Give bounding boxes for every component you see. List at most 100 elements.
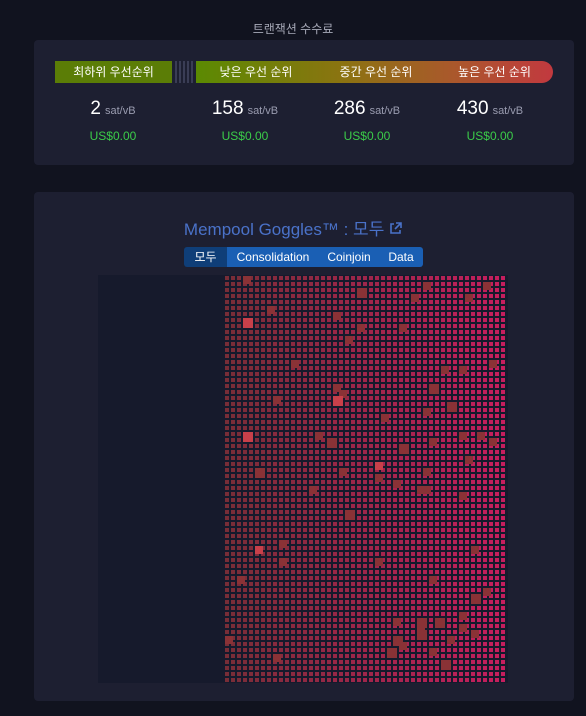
tx-square [357, 570, 361, 574]
tx-square [225, 348, 229, 352]
tx-square [387, 558, 391, 562]
tx-square [273, 678, 277, 682]
tx-square [279, 600, 283, 604]
tx-square [297, 546, 301, 550]
tx-square [309, 588, 313, 592]
tx-square [489, 504, 493, 508]
tx-square [231, 330, 235, 334]
tx-square [345, 306, 349, 310]
tx-square [363, 354, 367, 358]
tx-square [429, 522, 433, 526]
tx-square [339, 612, 343, 616]
tx-square [255, 516, 259, 520]
tx-square [267, 390, 271, 394]
tx-square [303, 402, 307, 406]
tx-square [411, 336, 415, 340]
tab[interactable]: Data [379, 247, 423, 267]
tx-square [441, 432, 445, 436]
tx-square [249, 360, 253, 364]
tx-square [465, 378, 469, 382]
tx-square [387, 432, 391, 436]
tx-square [273, 354, 277, 358]
tx-square [279, 384, 283, 388]
tx-square [291, 636, 295, 640]
tx-square [477, 318, 481, 322]
tx-square [291, 372, 295, 376]
tx-square [351, 294, 355, 298]
tx-square [285, 462, 289, 466]
tx-square [483, 570, 487, 574]
tx-square [459, 522, 463, 526]
goggles-title[interactable]: Mempool Goggles™ : 모두 [183, 220, 385, 239]
tx-square [351, 330, 355, 334]
tx-square [285, 570, 289, 574]
tx-square [447, 360, 451, 364]
tx-square [267, 642, 271, 646]
tx-square-large [327, 438, 337, 448]
tx-square [483, 534, 487, 538]
tx-square [249, 300, 253, 304]
tx-square [399, 546, 403, 550]
tx-square [249, 486, 253, 490]
tab[interactable]: 모두 [184, 247, 227, 267]
tx-square [369, 294, 373, 298]
tx-square [279, 528, 283, 532]
tx-square [417, 408, 421, 412]
tx-square [321, 282, 325, 286]
tx-square [255, 636, 259, 640]
tx-square [339, 630, 343, 634]
tx-square [363, 462, 367, 466]
tx-square [447, 438, 451, 442]
tx-square-large [375, 558, 383, 566]
tx-square [477, 618, 481, 622]
tx-square [267, 402, 271, 406]
tx-square [411, 588, 415, 592]
tx-square [231, 420, 235, 424]
tx-square [345, 414, 349, 418]
tx-square [261, 582, 265, 586]
tx-square [291, 318, 295, 322]
tx-square [477, 336, 481, 340]
tab[interactable]: Consolidation [227, 247, 319, 267]
tx-square [435, 570, 439, 574]
tx-square [417, 306, 421, 310]
tx-square [411, 558, 415, 562]
tx-square [291, 282, 295, 286]
tx-square [429, 660, 433, 664]
tx-square [435, 492, 439, 496]
tx-square [249, 342, 253, 346]
tab[interactable]: Coinjoin [319, 247, 379, 267]
tx-square [225, 408, 229, 412]
tx-square [279, 372, 283, 376]
tx-square [321, 318, 325, 322]
tx-square [423, 516, 427, 520]
tx-square [225, 462, 229, 466]
tx-square [339, 330, 343, 334]
tx-square [453, 630, 457, 634]
tx-square [249, 384, 253, 388]
tx-square [411, 306, 415, 310]
tx-square [285, 534, 289, 538]
tx-square [279, 336, 283, 340]
tx-square [405, 384, 409, 388]
tx-square [273, 564, 277, 568]
tx-square [345, 378, 349, 382]
tx-square [381, 504, 385, 508]
tx-square [339, 498, 343, 502]
tx-square [267, 480, 271, 484]
tx-square [243, 348, 247, 352]
tx-square [303, 558, 307, 562]
tx-square [309, 444, 313, 448]
tx-square [501, 504, 505, 508]
tx-square-large [393, 480, 401, 488]
fee-card [34, 40, 574, 165]
tx-square [435, 450, 439, 454]
tx-square [483, 540, 487, 544]
fee-usd: US$0.00 [343, 129, 391, 143]
fee-unit: sat/vB [492, 105, 524, 117]
tx-square [429, 600, 433, 604]
tx-square [255, 402, 259, 406]
tx-square [327, 456, 331, 460]
tx-square [405, 678, 409, 682]
tx-square [261, 402, 265, 406]
